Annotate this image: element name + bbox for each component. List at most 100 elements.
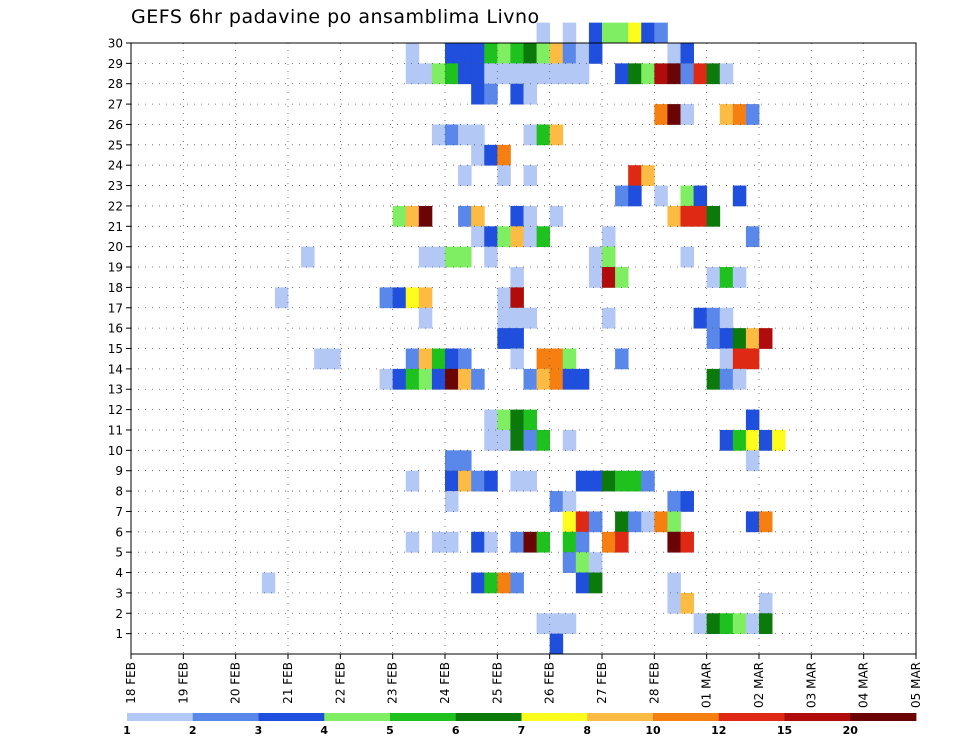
heatmap-cell	[732, 368, 747, 390]
heatmap-cell	[445, 470, 459, 492]
color-scale-label: 6	[452, 724, 460, 737]
heatmap-cell	[706, 613, 721, 635]
x-tick-label: 02 MAR	[752, 662, 766, 708]
y-tick-label: 11	[108, 423, 123, 437]
heatmap-cell	[458, 246, 472, 268]
y-tick-label: 9	[115, 464, 123, 478]
heatmap-cell	[680, 185, 694, 207]
heatmap-cell	[667, 531, 681, 553]
x-tick-label: 18 FEB	[124, 662, 138, 704]
y-tick-label: 23	[108, 179, 123, 193]
heatmap-cell	[602, 531, 616, 553]
heatmap-cell	[471, 368, 485, 390]
heatmap-cell	[615, 267, 629, 288]
heatmap-cell	[510, 83, 524, 105]
heatmap-cell	[745, 511, 760, 533]
heatmap-cell	[523, 63, 537, 85]
heatmap-cell	[431, 246, 446, 268]
heatmap-cell	[602, 246, 616, 268]
x-tick-label: 20 FEB	[229, 662, 243, 704]
y-tick-label: 1	[115, 627, 123, 641]
x-tick-label: 03 MAR	[804, 662, 818, 708]
heatmap-cell	[562, 43, 577, 64]
heatmap-cell	[641, 165, 655, 186]
x-tick-label: 27 FEB	[595, 662, 609, 704]
heatmap-cell	[719, 328, 734, 349]
heatmap-cell	[510, 328, 524, 349]
heatmap-cell	[680, 531, 694, 553]
heatmap-cell	[732, 613, 747, 635]
y-tick-label: 2	[115, 607, 123, 621]
color-scale-label: 5	[386, 724, 394, 737]
heatmap-cell	[484, 83, 498, 105]
heatmap-cell	[431, 368, 446, 390]
heatmap-cell	[484, 429, 498, 451]
heatmap-cell	[445, 246, 459, 268]
heatmap-cell	[458, 63, 472, 85]
x-tick-label: 23 FEB	[386, 662, 400, 704]
color-scale-label: 3	[255, 724, 263, 737]
heatmap-cell	[418, 246, 433, 268]
y-tick-label: 7	[115, 505, 123, 519]
heatmap-cell	[575, 63, 590, 85]
heatmap-cell	[693, 307, 708, 329]
heatmap-cell	[523, 429, 537, 451]
heatmap-cell	[418, 368, 433, 390]
heatmap-cell	[458, 368, 472, 390]
heatmap-cell	[549, 43, 564, 64]
heatmap-cell	[772, 429, 786, 451]
y-tick-label: 18	[108, 281, 123, 295]
heatmap-cell	[458, 205, 472, 227]
heatmap-cell	[628, 470, 642, 492]
color-scale-swatch	[127, 713, 194, 721]
heatmap-cell	[523, 531, 537, 553]
heatmap-cell	[615, 531, 629, 553]
heatmap-cell	[745, 429, 760, 451]
heatmap-cell	[510, 531, 524, 553]
heatmap-cell	[706, 267, 721, 288]
color-scale-label: 20	[843, 724, 859, 737]
heatmap-cell	[510, 307, 524, 329]
x-tick-label: 01 MAR	[700, 662, 714, 708]
heatmap-cell	[445, 491, 459, 512]
heatmap-cell	[458, 450, 472, 472]
heatmap-cell	[562, 348, 577, 370]
y-tick-label: 3	[115, 586, 123, 600]
heatmap-cell	[536, 124, 551, 146]
heatmap-cell	[497, 287, 511, 309]
heatmap-cell	[745, 450, 760, 472]
heatmap-cell	[562, 552, 577, 573]
x-tick-label: 28 FEB	[647, 662, 661, 704]
heatmap-cell	[588, 470, 603, 492]
heatmap-cell	[484, 144, 498, 166]
heatmap-cell	[680, 491, 694, 512]
y-tick-label: 16	[108, 322, 123, 336]
y-tick-label: 15	[108, 342, 123, 356]
y-tick-label: 24	[108, 159, 123, 173]
heatmap-cell	[497, 572, 511, 594]
heatmap-cell	[641, 511, 655, 533]
heatmap-cell	[471, 572, 485, 594]
y-tick-label: 21	[108, 220, 123, 234]
x-tick-label: 21 FEB	[281, 662, 295, 704]
heatmap-cell	[549, 613, 564, 635]
heatmap-cell	[641, 22, 655, 44]
heatmap-cell	[418, 307, 433, 329]
heatmap-cell	[745, 226, 760, 248]
heatmap-cell	[471, 43, 485, 64]
heatmap-cell	[641, 470, 655, 492]
y-tick-label: 17	[108, 301, 123, 315]
chart-title: GEFS 6hr padavine po ansamblima Livno	[131, 6, 540, 28]
heatmap-cell	[497, 409, 511, 431]
heatmap-cell	[693, 185, 708, 207]
heatmap-cell	[732, 267, 747, 288]
heatmap-cell	[497, 43, 511, 64]
heatmap-cell	[732, 328, 747, 349]
heatmap-cell	[628, 511, 642, 533]
heatmap-cell	[562, 429, 577, 451]
color-scale-label: 12	[711, 724, 726, 737]
color-scale-label: 7	[518, 724, 526, 737]
heatmap-cell	[510, 470, 524, 492]
heatmap-cell	[680, 592, 694, 614]
